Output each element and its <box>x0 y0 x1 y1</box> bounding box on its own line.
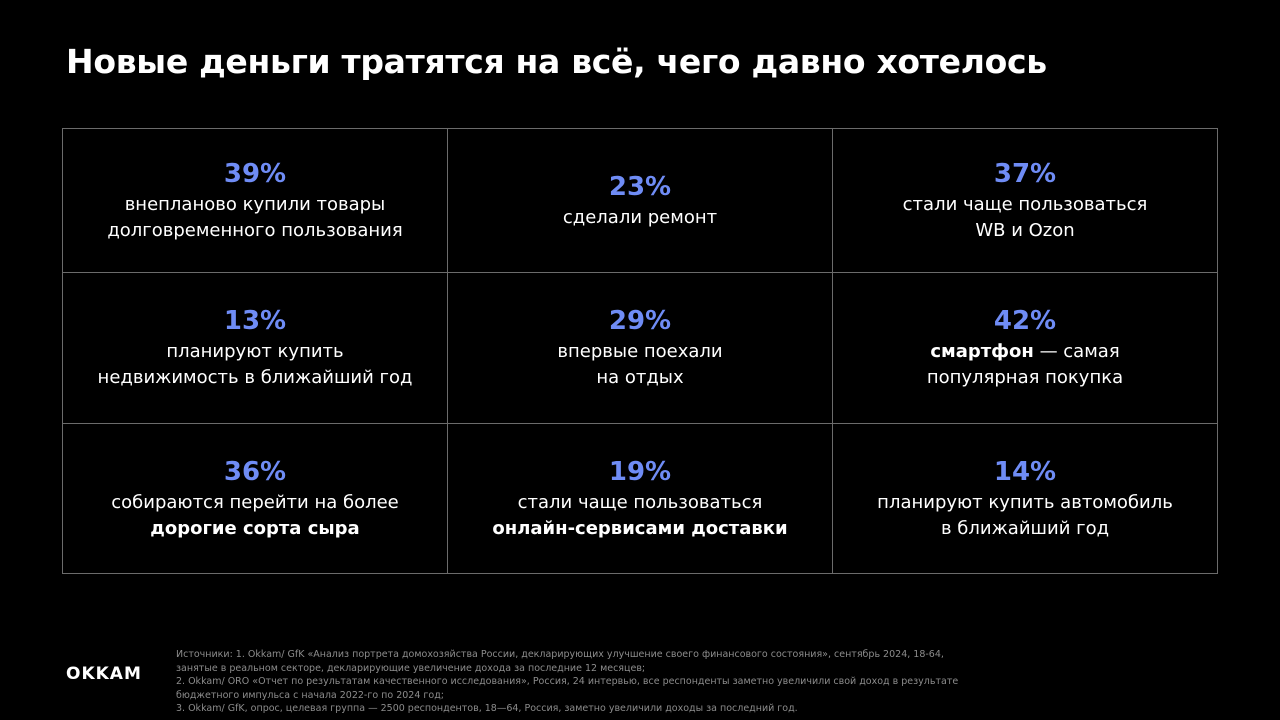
stat-description: стали чаще пользоваться WB и Ozon <box>902 193 1148 241</box>
stat-cell-delivery: 19% стали чаще пользоваться онлайн-сервис… <box>448 424 833 573</box>
slide-title: Новые деньги тратятся на всё, чего давно… <box>66 42 1047 81</box>
stats-grid: 39% внепланово купили товары долговременн… <box>62 128 1218 574</box>
stat-description: внепланово купили товары долговременного … <box>107 193 403 241</box>
stat-cell-renovation: 23% сделали ремонт <box>448 129 833 273</box>
stat-cell-smartphone: 42% смартфон — самая популярная покупка <box>833 273 1217 424</box>
stat-value: 36% <box>223 456 287 487</box>
stat-description: впервые поехали на отдых <box>557 341 723 388</box>
stat-cell-car: 14% планируют купить автомобиль в ближайш… <box>833 424 1217 573</box>
stat-cell-marketplaces: 37% стали чаще пользоваться WB и Ozon <box>833 129 1217 273</box>
sources-footnote: Источники: 1. Okkam/ GfK «Анализ портрет… <box>176 648 1006 716</box>
stat-description: планируют купить автомобиль в ближайший г… <box>877 491 1173 539</box>
source-line: Источники: 1. Okkam/ GfK «Анализ портрет… <box>176 649 944 660</box>
stat-value: 29% <box>608 306 672 336</box>
source-line: бюджетного импульса с начала 2022-го по … <box>176 689 444 701</box>
source-line: 2. Okkam/ ORO «Отчет по результатам каче… <box>176 676 959 687</box>
stat-value: 23% <box>608 171 672 202</box>
stat-cell-real-estate: 13% планируют купить недвижимость в ближа… <box>63 273 448 424</box>
stat-description: собираются перейти на более дорогие сорта… <box>111 491 399 539</box>
stat-description: сделали ремонт <box>562 206 718 228</box>
stat-cell-durable-goods: 39% внепланово купили товары долговременн… <box>63 129 448 273</box>
stat-description: смартфон — самая популярная покупка <box>926 341 1124 388</box>
stat-value: 37% <box>993 158 1057 189</box>
stat-value: 42% <box>993 306 1057 336</box>
stat-value: 39% <box>223 158 287 189</box>
stat-description: стали чаще пользоваться онлайн-сервисами … <box>492 491 788 539</box>
stat-value: 14% <box>993 456 1057 487</box>
stat-description: планируют купить недвижимость в ближайший… <box>97 341 413 388</box>
stat-cell-vacation: 29% впервые поехали на отдых <box>448 273 833 424</box>
okkam-logo: OKKAM <box>66 664 142 684</box>
source-line: занятые в реальном секторе, декларирующи… <box>176 662 646 674</box>
stat-value: 19% <box>608 456 672 487</box>
source-line: 3. Okkam/ GfK, опрос, целевая группа — 2… <box>176 703 798 714</box>
stat-value: 13% <box>223 306 287 336</box>
stat-cell-cheese: 36% собираются перейти на более дорогие с… <box>63 424 448 573</box>
